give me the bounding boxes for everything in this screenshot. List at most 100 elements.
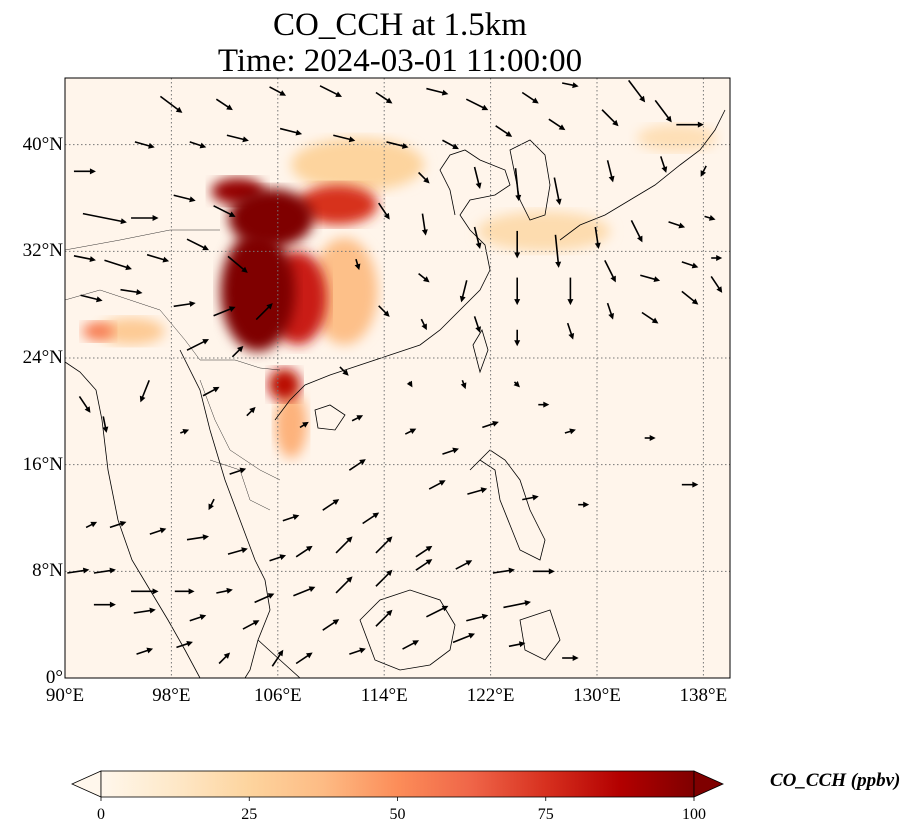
graticule <box>65 78 730 678</box>
wind-arrow <box>644 435 656 441</box>
wind-arrow <box>227 547 248 555</box>
concentration-plume <box>220 231 296 352</box>
wind-arrow <box>442 139 459 150</box>
wind-arrow <box>375 569 393 587</box>
wind-arrow <box>415 545 433 558</box>
wind-arrow <box>452 633 475 644</box>
wind-arrow <box>78 395 91 413</box>
wind-arrow <box>73 168 96 175</box>
coastline-west <box>65 361 201 678</box>
wind-arrow <box>322 619 340 631</box>
wind-arrow <box>514 168 522 202</box>
wind-arrow <box>180 428 190 435</box>
wind-arrow <box>229 467 247 475</box>
wind-arrow <box>482 420 499 429</box>
wind-arrow <box>606 160 615 183</box>
wind-arrow <box>594 226 601 249</box>
wind-arrow <box>271 649 284 667</box>
wind-arrow <box>606 302 614 320</box>
wind-arrow <box>668 221 686 229</box>
wind-arrow <box>681 481 699 488</box>
concentration-plume <box>275 391 308 458</box>
chart-title-line2: Time: 2024-03-01 11:00:00 <box>217 43 583 79</box>
wind-arrow <box>213 306 236 317</box>
coastline-taiwan <box>472 329 489 374</box>
coastline-malay <box>257 639 301 678</box>
wind-arrow <box>104 259 132 271</box>
wind-arrow <box>418 171 430 184</box>
wind-arrow <box>322 499 340 511</box>
wind-arrow <box>299 421 309 429</box>
border-south-china <box>65 289 281 371</box>
wind-arrow <box>630 219 643 243</box>
wind-arrow <box>562 655 579 661</box>
wind-arrow <box>120 288 143 296</box>
wind-arrow <box>378 202 390 220</box>
wind-arrow <box>710 275 723 293</box>
concentration-plume <box>477 211 611 252</box>
wind-arrow <box>226 134 249 143</box>
wind-arrow <box>386 141 409 149</box>
wind-arrow <box>508 641 526 648</box>
longitude-tick-label: 114°E <box>360 685 408 706</box>
country-borders <box>65 229 281 511</box>
wind-arrow <box>561 82 579 89</box>
wind-arrow <box>553 177 562 206</box>
wind-arrow <box>455 560 473 570</box>
map-canvas <box>64 77 731 679</box>
wind-arrow <box>676 121 704 128</box>
latitude-tick-label: 8°N <box>32 560 63 582</box>
colorbar-tick-label: 50 <box>389 806 406 823</box>
wind-arrow <box>521 91 539 104</box>
wind-arrow <box>213 205 236 217</box>
colorbar-extend-max <box>693 770 724 798</box>
wind-arrow <box>460 379 467 390</box>
wind-arrow <box>495 125 513 137</box>
wind-arrow <box>628 79 646 103</box>
wind-arrow <box>681 290 699 305</box>
colorbar-gradient <box>100 770 695 798</box>
wind-arrow <box>681 261 699 269</box>
wind-arrow <box>80 294 103 303</box>
wind-arrow <box>514 277 521 306</box>
wind-arrow <box>131 215 159 221</box>
concentration-plume <box>268 368 301 401</box>
wind-arrow <box>375 91 393 104</box>
wind-arrow <box>227 255 248 273</box>
wind-arrow <box>255 303 273 321</box>
longitude-tick-label: 90°E <box>45 685 85 706</box>
wind-arrow <box>215 98 233 111</box>
wind-arrow <box>711 255 723 261</box>
wind-arrow <box>640 274 661 283</box>
wind-arrow <box>378 305 390 317</box>
wind-arrow <box>139 380 150 403</box>
wind-arrow <box>134 141 155 149</box>
wind-arrow <box>473 226 482 249</box>
coastline-japan <box>559 109 726 241</box>
coastline-sulawesi <box>519 609 561 661</box>
wind-arrow <box>293 586 316 597</box>
wind-arrow <box>335 576 353 594</box>
wind-arrow <box>295 652 313 665</box>
wind-arrow <box>146 253 170 263</box>
wind-arrow <box>186 238 209 251</box>
wind-arrow <box>202 386 220 397</box>
wind-arrow <box>578 501 590 508</box>
wind-arrow <box>402 640 420 650</box>
wind-arrow <box>420 318 427 331</box>
wind-arrow <box>282 514 300 522</box>
wind-arrow <box>473 316 481 333</box>
wind-arrow <box>216 587 233 594</box>
wind-arrow <box>566 322 575 340</box>
wind-arrow <box>231 345 244 358</box>
wind-arrow <box>564 428 576 435</box>
wind-arrow <box>174 588 195 595</box>
colorbar-extend-min <box>71 770 102 798</box>
wind-arrow <box>567 277 574 306</box>
wind-arrow <box>159 95 183 113</box>
wind-arrow <box>514 230 521 259</box>
wind-arrow <box>375 536 393 554</box>
colorbar-tick-label: 0 <box>97 806 105 823</box>
wind-arrow <box>254 593 275 604</box>
wind-vectors <box>67 79 723 667</box>
